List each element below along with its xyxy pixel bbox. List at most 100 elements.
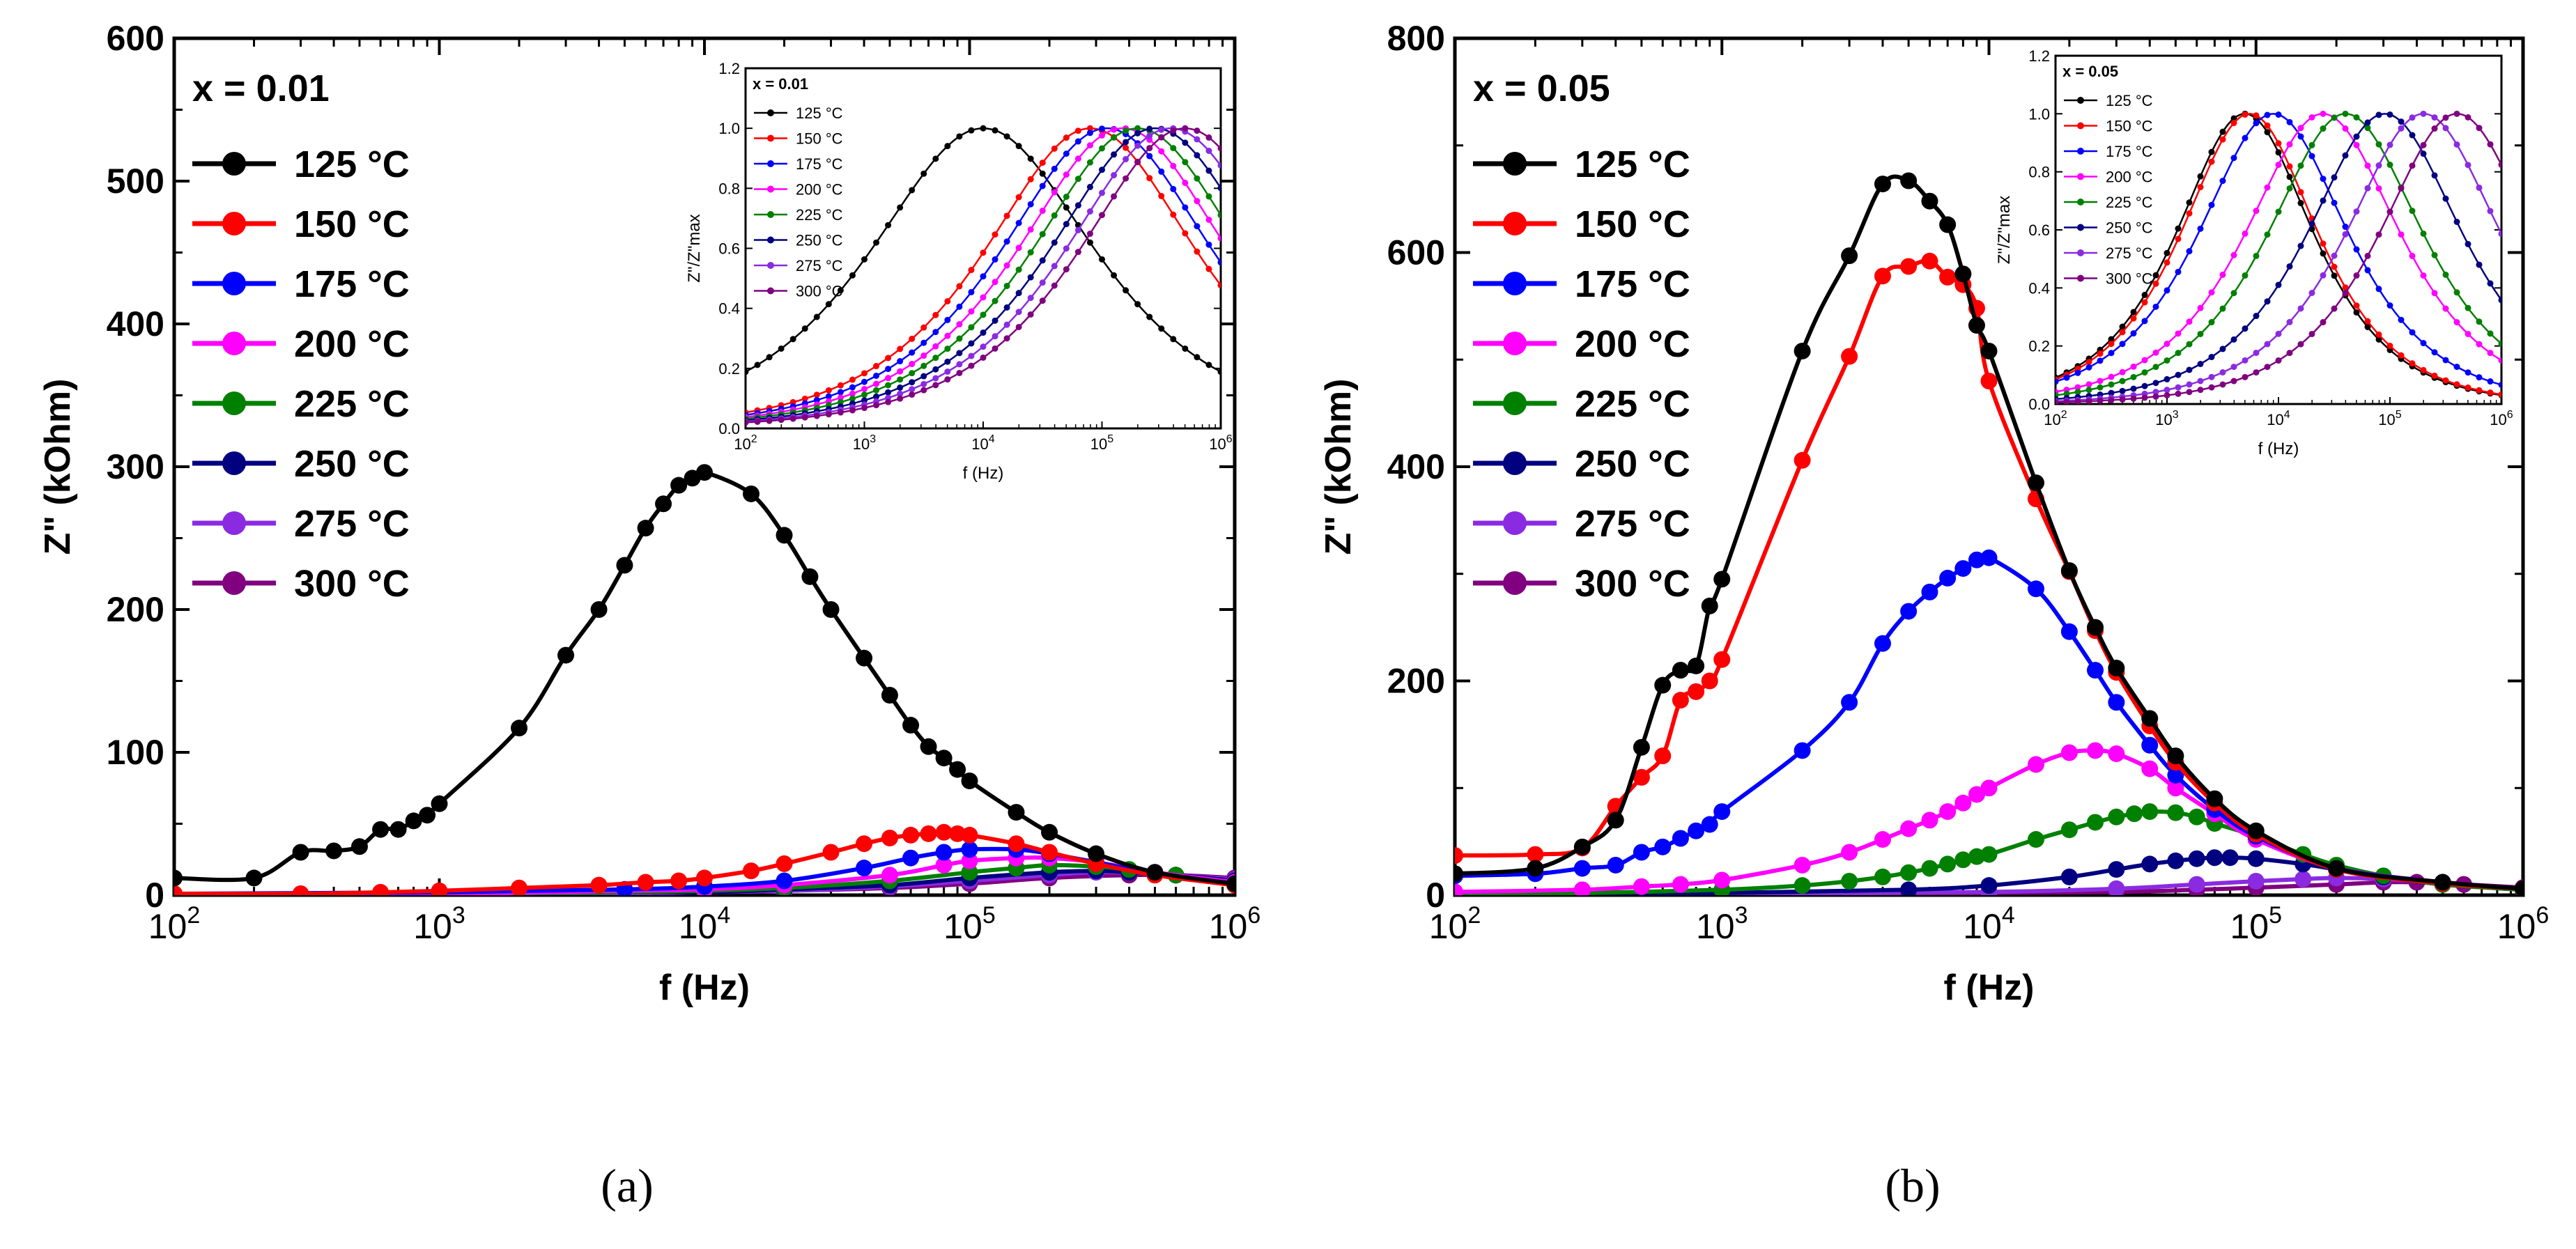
inset-data-point [1158, 126, 1165, 133]
inset-data-point [992, 333, 998, 340]
data-point [935, 856, 952, 874]
legend-marker [222, 571, 246, 595]
inset-data-point [932, 375, 939, 382]
inset-data-point [2297, 189, 2304, 196]
inset-data-point [2398, 231, 2405, 238]
inset-data-point [2364, 125, 2371, 132]
inset-data-point [2208, 384, 2215, 391]
inset-data-point [980, 273, 987, 280]
x-tick-label: 103 [1696, 902, 1748, 946]
inset-data-point [1086, 208, 1093, 215]
inset-data-point [2331, 272, 2338, 279]
data-point [655, 495, 672, 513]
inset-data-point [2386, 162, 2393, 169]
data-point [2141, 736, 2159, 754]
legend-marker [1503, 272, 1527, 295]
data-point [2141, 710, 2159, 727]
inset-y-tick-label: 0.8 [2028, 164, 2050, 181]
data-point [2247, 850, 2265, 867]
inset-legend-marker [2077, 249, 2084, 256]
inset-data-point [920, 352, 927, 359]
inset-data-point [1027, 274, 1034, 281]
inset-data-point [2353, 208, 2360, 215]
inset-data-point [2175, 330, 2182, 337]
inset-data-point [2342, 290, 2349, 297]
inset-data-point [2152, 364, 2159, 371]
y-tick-label: 400 [107, 304, 164, 343]
data-point [1794, 342, 1811, 359]
data-point [1841, 348, 1858, 365]
inset-data-point [1015, 143, 1022, 150]
data-point [902, 717, 920, 734]
inset-data-point [2108, 396, 2115, 403]
inset-data-point [2175, 235, 2182, 242]
inset-data-point [2442, 125, 2449, 132]
inset-x-tick-label: 105 [2378, 409, 2401, 428]
inset-data-point [992, 256, 998, 263]
data-point [2167, 747, 2184, 765]
inset-data-point [980, 125, 987, 132]
inset-data-point [980, 354, 987, 361]
legend-marker [1503, 391, 1527, 415]
inset-data-point [1217, 282, 1221, 289]
data-point [1672, 876, 1689, 893]
inset-data-point [2242, 230, 2249, 237]
data-point [350, 838, 368, 855]
inset-data-point [873, 239, 880, 246]
data-point [1008, 835, 1025, 853]
inset-data-point [849, 390, 856, 397]
inset-data-point [2208, 354, 2215, 361]
inset-data-point [2219, 178, 2226, 185]
inset-data-point [2130, 309, 2137, 316]
inset-data-point [2498, 357, 2501, 364]
inset-data-point [1146, 132, 1153, 139]
inset-data-point [873, 402, 880, 409]
inset-data-point [2286, 163, 2293, 170]
data-point [1794, 451, 1811, 469]
inset-data-point [2398, 118, 2405, 125]
x-tick-label: 104 [679, 902, 731, 946]
data-point [743, 862, 760, 880]
y-tick-label: 600 [1387, 233, 1445, 272]
inset-data-point [2320, 250, 2327, 257]
inset-y-tick-label: 0.4 [2028, 279, 2050, 297]
legend-label: 225 °C [1575, 383, 1690, 425]
data-point [1980, 846, 1998, 863]
inset-data-point [2197, 360, 2204, 367]
inset-data-point [2130, 330, 2137, 337]
data-point [174, 869, 183, 887]
inset-data-point [1158, 168, 1165, 175]
inset-data-point [944, 376, 951, 383]
data-point [1841, 694, 1858, 711]
inset-data-point [2275, 330, 2282, 337]
inset-data-point [980, 329, 987, 336]
data-point [2087, 814, 2104, 831]
inset-data-point [1027, 226, 1034, 233]
inset-data-point [2056, 399, 2059, 404]
data-point [2108, 660, 2125, 677]
y-axis-label: Z" (kOhm) [1318, 379, 1359, 555]
inset-data-point [944, 297, 951, 304]
inset-data-point [2119, 396, 2126, 403]
inset-data-point [2175, 384, 2182, 391]
inset-data-point [2175, 268, 2182, 275]
inset-x-tick-label: 104 [2267, 409, 2290, 428]
data-point [949, 825, 966, 842]
data-point [1041, 823, 1058, 841]
inset-data-point [920, 387, 927, 394]
data-point [670, 872, 688, 890]
inset-data-point [909, 379, 916, 386]
inset-data-point [2197, 330, 2204, 337]
inset-data-point [837, 394, 844, 401]
data-point [1008, 804, 1025, 821]
inset-data-point [2253, 208, 2260, 215]
inset-data-point [2141, 394, 2148, 401]
inset-data-point [1015, 290, 1022, 297]
inset-legend-label: 275 °C [796, 257, 843, 274]
data-point [1654, 838, 1672, 855]
inset-data-point [2308, 330, 2315, 337]
data-point [2247, 873, 2265, 890]
inset-data-point [2398, 185, 2405, 192]
data-point [776, 855, 793, 872]
data-point [1841, 247, 1858, 265]
